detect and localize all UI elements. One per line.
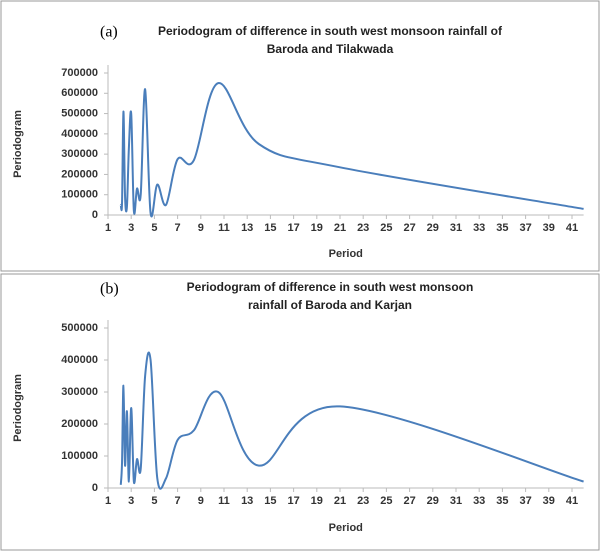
panel-label: (a) [100,24,118,41]
panel-label: (b) [100,281,119,298]
x-tick-label: 3 [128,222,134,234]
x-tick-label: 11 [218,495,230,507]
y-tick-label: 300000 [61,148,98,160]
x-tick-label: 13 [241,222,253,234]
x-tick-label: 7 [175,495,181,507]
y-tick-label: 500000 [61,322,98,334]
x-tick-label: 21 [334,495,346,507]
chart-title: Baroda and Tilakwada [267,42,394,56]
x-tick-label: 23 [357,222,369,234]
chart-title: Periodogram of difference in south west … [158,24,503,38]
x-tick-label: 29 [427,495,439,507]
data-line [119,351,584,490]
x-tick-label: 29 [427,222,439,234]
x-tick-label: 33 [473,222,485,234]
y-tick-label: 200000 [61,418,98,430]
x-tick-label: 21 [334,222,346,234]
y-axis-label: Periodogram [12,110,24,178]
chart-title: rainfall of Baroda and Karjan [248,298,412,312]
y-tick-label: 0 [92,209,98,221]
x-tick-label: 5 [151,222,157,234]
y-tick-label: 700000 [61,67,98,79]
y-tick-label: 600000 [61,87,98,99]
x-tick-label: 1 [105,495,111,507]
y-tick-label: 400000 [61,354,98,366]
x-axis-label: Period [329,522,363,534]
x-tick-label: 25 [380,222,392,234]
y-tick-label: 100000 [61,189,98,201]
x-tick-label: 15 [264,495,276,507]
x-tick-label: 7 [175,222,181,234]
data-line [119,82,584,218]
x-tick-label: 31 [450,495,462,507]
x-tick-label: 3 [128,495,134,507]
y-tick-label: 200000 [61,168,98,180]
x-tick-label: 15 [264,222,276,234]
x-tick-label: 23 [357,495,369,507]
x-tick-label: 37 [519,222,531,234]
x-tick-label: 13 [241,495,253,507]
y-tick-label: 100000 [61,450,98,462]
x-tick-label: 17 [287,222,299,234]
x-tick-label: 1 [105,222,111,234]
x-tick-label: 19 [311,495,323,507]
panel-border [0,0,600,272]
chart-title: Periodogram of difference in south west … [187,280,474,294]
x-tick-label: 33 [473,495,485,507]
x-tick-label: 41 [566,495,578,507]
x-tick-label: 27 [403,495,415,507]
x-tick-label: 35 [496,222,508,234]
x-tick-label: 41 [566,222,578,234]
x-tick-label: 35 [496,495,508,507]
x-tick-label: 19 [311,222,323,234]
x-tick-label: 39 [543,495,555,507]
x-tick-label: 37 [519,495,531,507]
x-tick-label: 11 [218,222,230,234]
x-tick-label: 25 [380,495,392,507]
x-tick-label: 39 [543,222,555,234]
y-tick-label: 400000 [61,128,98,140]
y-tick-label: 300000 [61,386,98,398]
x-tick-label: 27 [403,222,415,234]
x-tick-label: 9 [198,222,204,234]
panel-border [0,273,600,551]
y-tick-label: 500000 [61,107,98,119]
x-tick-label: 17 [287,495,299,507]
x-tick-label: 9 [198,495,204,507]
y-tick-label: 0 [92,482,98,494]
y-axis-label: Periodogram [12,374,24,442]
x-tick-label: 31 [450,222,462,234]
x-tick-label: 5 [151,495,157,507]
x-axis-label: Period [329,248,363,260]
